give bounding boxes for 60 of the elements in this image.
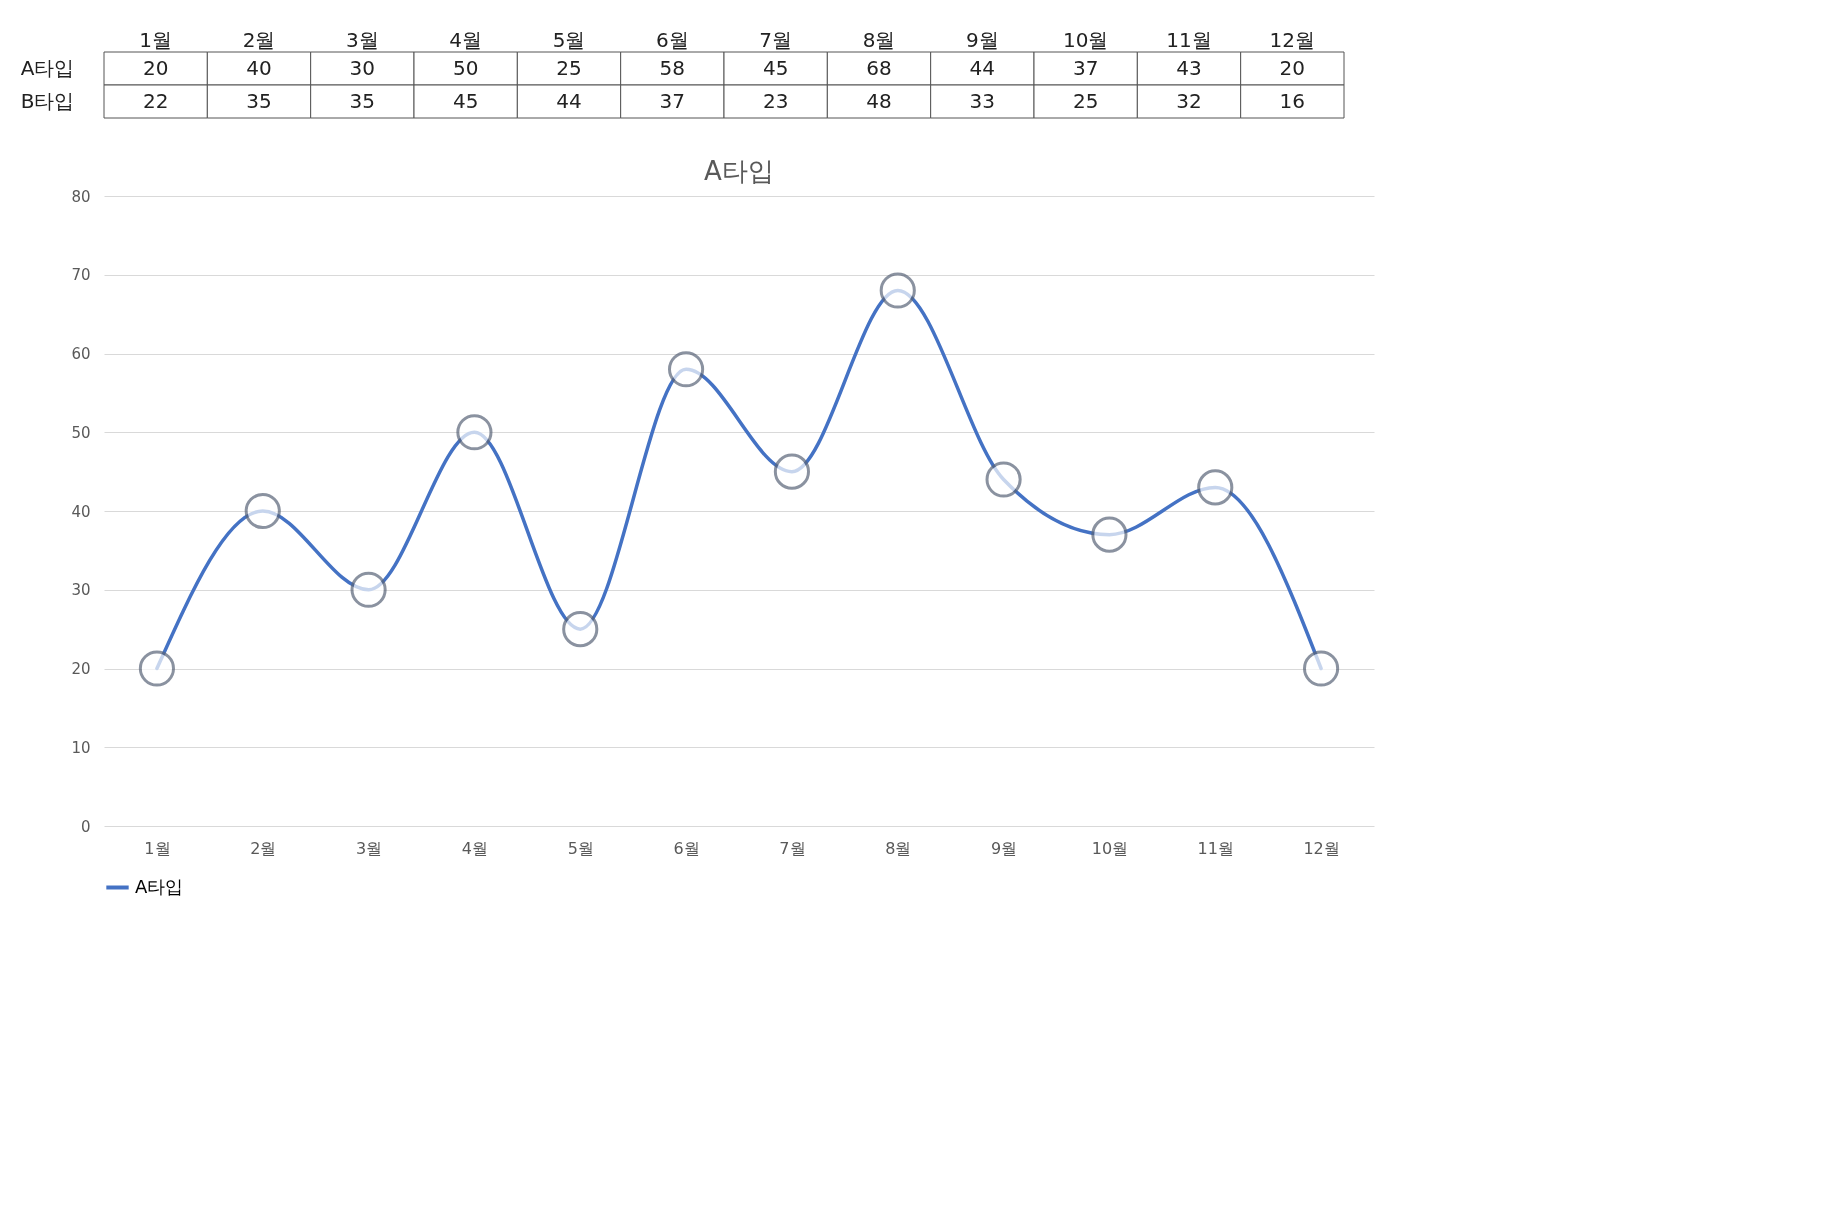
y-tick-label: 50	[71, 423, 91, 442]
x-tick-label: 5월	[567, 838, 594, 858]
x-tick-label: 12월	[1303, 838, 1340, 858]
data-label: 35	[246, 88, 272, 113]
x-tick-label: 5월	[552, 27, 586, 52]
x-tick-label: 12월	[1269, 27, 1316, 52]
data-label: 48	[866, 88, 892, 113]
data-label: 25	[556, 55, 582, 80]
data-label: 20	[1279, 55, 1306, 80]
y-tick-label: 20	[71, 660, 91, 678]
data-label: 68	[866, 55, 892, 80]
x-tick-label: 2월	[250, 838, 277, 858]
x-tick-label: 4월	[461, 838, 489, 858]
legend-label: A타입	[135, 875, 184, 897]
data-label: 37	[1072, 55, 1099, 80]
x-tick-label: 8월	[862, 27, 896, 52]
x-tick-label: 10월	[1091, 838, 1129, 858]
data-label: 45	[452, 88, 479, 113]
data-label: 44	[556, 88, 582, 113]
data-label: 22	[142, 88, 169, 113]
y-tick-label: 60	[71, 345, 91, 363]
x-tick-label: 1월	[139, 27, 173, 52]
x-tick-label: 8월	[885, 838, 912, 858]
x-tick-label: 3월	[355, 838, 383, 858]
x-tick-label: 11월	[1166, 27, 1212, 52]
x-tick-label: 7월	[779, 838, 806, 858]
y-tick-label: 80	[71, 187, 91, 206]
data-label: 20	[142, 55, 169, 80]
y-tick-label: 0	[80, 817, 91, 836]
chart-title: A타입	[704, 156, 774, 186]
data-label: 44	[969, 55, 996, 80]
data-label: 30	[349, 55, 376, 80]
data-label: 43	[1176, 55, 1202, 80]
x-tick-label: 2월	[242, 27, 276, 52]
data-label: 40	[246, 55, 272, 80]
x-tick-label: 11월	[1197, 838, 1234, 858]
x-tick-label: 10월	[1062, 27, 1109, 52]
y-tick-label: 70	[71, 266, 91, 285]
data-label: 33	[969, 88, 996, 113]
y-tick-label: 10	[71, 738, 91, 757]
x-tick-label: 9월	[965, 27, 999, 52]
y-tick-label: 30	[71, 581, 91, 600]
data-label: 37	[659, 88, 686, 113]
data-label: 58	[659, 55, 686, 80]
data-label: 32	[1176, 88, 1202, 113]
data-label: 35	[349, 88, 376, 113]
x-tick-label: 6월	[673, 838, 700, 858]
x-tick-label: 1월	[144, 838, 171, 858]
data-label: 23	[762, 88, 789, 113]
x-tick-label: 6월	[655, 27, 689, 52]
x-tick-label: 7월	[759, 27, 793, 52]
data-label: 16	[1279, 88, 1306, 113]
data-label: 45	[762, 55, 789, 80]
x-tick-label: 9월	[990, 838, 1018, 858]
x-tick-label: 3월	[345, 27, 379, 52]
x-tick-label: 4월	[449, 27, 483, 52]
y-tick-label: 40	[71, 502, 91, 521]
data-label: 50	[452, 55, 479, 80]
data-label: 25	[1072, 88, 1099, 113]
y-tick-label: B타입	[20, 88, 75, 113]
